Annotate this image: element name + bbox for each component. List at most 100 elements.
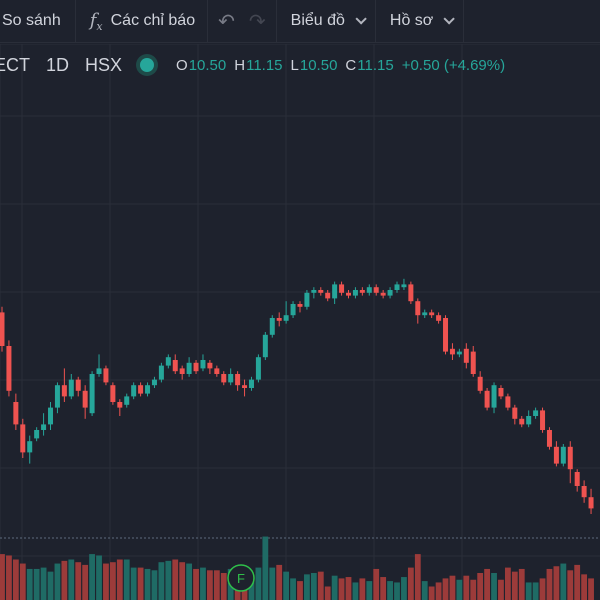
candle-body [124,396,130,405]
volume-bar [213,570,220,600]
candle-body [325,292,331,299]
candle-body [54,385,60,408]
volume-bar [380,577,387,600]
volume-bar [283,571,290,600]
candle-body [581,486,587,498]
volume-bar [435,582,442,600]
volume-bar [442,578,449,600]
candle-body [214,368,220,374]
volume-bar [456,579,463,600]
fx-icon: fx [89,9,103,33]
candle-body [276,318,282,321]
candle-body [512,407,518,419]
market-status-indicator [140,58,155,72]
volume-bar [297,581,303,600]
candle-body [68,379,74,397]
top-toolbar: So sánh fx Các chỉ báo ↶ ↷ Biểu đồ Hồ sơ [0,0,600,43]
candle-body [228,374,234,383]
volume-bar [109,562,116,600]
volume-bar [262,536,269,600]
candle-body [290,304,296,316]
volume-bar [269,567,276,600]
toolbar-divider [275,0,277,43]
candle-body [387,290,393,296]
candle-body [75,379,81,391]
candle-body [560,446,566,464]
volume-bar [61,560,68,600]
volume-bar [137,567,144,600]
volume-bar [518,568,525,600]
undo-icon[interactable]: ↶ [218,10,235,33]
symbol-ticker[interactable]: ECT [0,54,30,75]
volume-bar [470,579,477,600]
volume-bar [484,568,490,600]
volume-bar [387,581,393,600]
interval-label[interactable]: 1D [46,54,70,75]
volume-bar [567,570,574,600]
volume-bar [0,554,5,600]
change-value: +0.50 (+4.69%) [401,56,506,74]
volume-bars [0,536,594,600]
indicators-button[interactable]: fx Các chỉ báo [76,0,207,43]
volume-bar [123,559,130,600]
volume-bar [574,564,581,600]
candle-body [546,430,552,447]
volume-bar [255,567,262,600]
candle-body [103,368,109,383]
volume-bar [116,559,123,600]
candle-body [553,446,559,464]
candle-body [248,379,254,388]
volume-bar [248,577,255,600]
volume-bar [68,559,75,600]
candle-body [505,396,511,408]
volume-bar [560,563,567,600]
volume-bar [373,568,380,600]
volume-bar [96,555,102,600]
chart-type-button[interactable]: Biểu đồ [277,0,375,43]
volume-bar [165,560,172,600]
volume-bar [158,562,165,600]
candle-body [200,360,206,369]
candle-body [186,362,192,374]
profile-button[interactable]: Hồ sơ [376,0,463,43]
candle-body [373,287,379,293]
volume-bar [366,581,373,600]
candle-body [138,385,144,394]
volume-bar [54,563,61,600]
candle-body [436,315,442,321]
compare-button[interactable]: So sánh [0,0,75,43]
low-label: L [290,56,299,74]
candle-body [574,472,580,486]
undo-redo-group: ↶ ↷ [208,0,276,43]
volume-bar [588,578,594,600]
volume-bar [338,578,345,600]
candle-body [477,376,483,391]
candle-body [48,407,54,425]
volume-bar [130,567,137,600]
volume-bar [304,574,310,600]
price-chart[interactable]: F [0,44,600,600]
volume-bar [220,573,227,600]
volume-bar [421,581,428,600]
volume-bar [532,582,539,600]
candle-body [332,284,338,299]
volume-bar [26,568,33,600]
volume-bar [172,559,179,600]
candle-body [165,357,171,366]
candle-body [519,418,525,425]
symbol-legend: ECT 1D HSX O 10.50 H 11.15 L 10.50 C 11.15 +… [0,50,505,80]
redo-icon[interactable]: ↷ [248,10,266,33]
candle-body [491,385,497,408]
candle-body [449,348,455,355]
volume-bar [200,567,206,600]
event-marker: F [227,564,255,592]
volume-bar [428,586,435,600]
volume-bar [511,571,518,600]
candle-body [533,410,539,416]
volume-bar [394,582,400,600]
volume-bar [186,563,193,600]
volume-bar [504,567,511,600]
candle-body [117,402,123,408]
compare-label: So sánh [2,12,61,29]
volume-bar [449,575,456,600]
